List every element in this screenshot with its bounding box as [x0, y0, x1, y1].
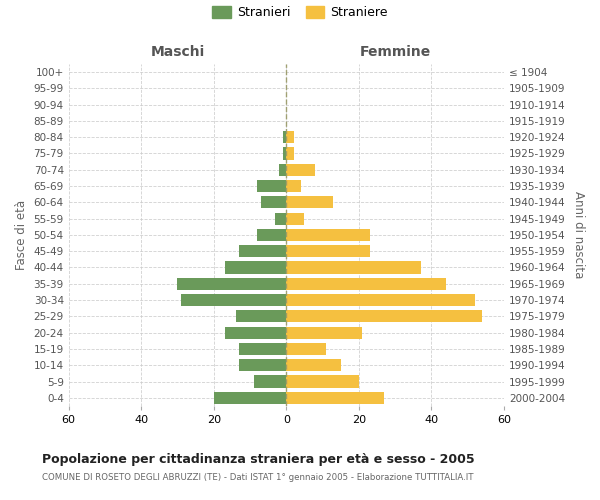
Bar — [286, 392, 384, 404]
Bar — [279, 164, 286, 176]
Bar — [286, 278, 446, 290]
Bar — [286, 343, 326, 355]
Bar — [224, 326, 286, 339]
Bar — [275, 212, 286, 224]
Bar — [214, 392, 286, 404]
Bar — [181, 294, 286, 306]
Bar — [178, 278, 286, 290]
Y-axis label: Fasce di età: Fasce di età — [15, 200, 28, 270]
Bar — [286, 229, 370, 241]
Bar — [286, 294, 475, 306]
Bar — [224, 262, 286, 274]
Bar — [286, 164, 316, 176]
Bar — [286, 310, 482, 322]
Bar — [283, 131, 286, 143]
Bar — [257, 229, 286, 241]
Bar — [261, 196, 286, 208]
Bar — [286, 262, 421, 274]
Bar — [236, 310, 286, 322]
Bar — [254, 376, 286, 388]
Bar — [286, 180, 301, 192]
Text: COMUNE DI ROSETO DEGLI ABRUZZI (TE) - Dati ISTAT 1° gennaio 2005 - Elaborazione : COMUNE DI ROSETO DEGLI ABRUZZI (TE) - Da… — [42, 472, 473, 482]
Bar — [286, 212, 304, 224]
Bar — [286, 245, 370, 258]
Bar — [286, 148, 293, 160]
Bar — [286, 359, 341, 372]
Bar — [286, 376, 359, 388]
Legend: Stranieri, Straniere: Stranieri, Straniere — [212, 6, 388, 19]
Bar — [286, 196, 334, 208]
Bar — [286, 131, 293, 143]
Bar — [257, 180, 286, 192]
Bar — [286, 326, 362, 339]
Bar — [283, 148, 286, 160]
Text: Popolazione per cittadinanza straniera per età e sesso - 2005: Popolazione per cittadinanza straniera p… — [42, 452, 475, 466]
Bar — [239, 343, 286, 355]
Y-axis label: Anni di nascita: Anni di nascita — [572, 191, 585, 278]
Bar — [239, 359, 286, 372]
Bar — [239, 245, 286, 258]
